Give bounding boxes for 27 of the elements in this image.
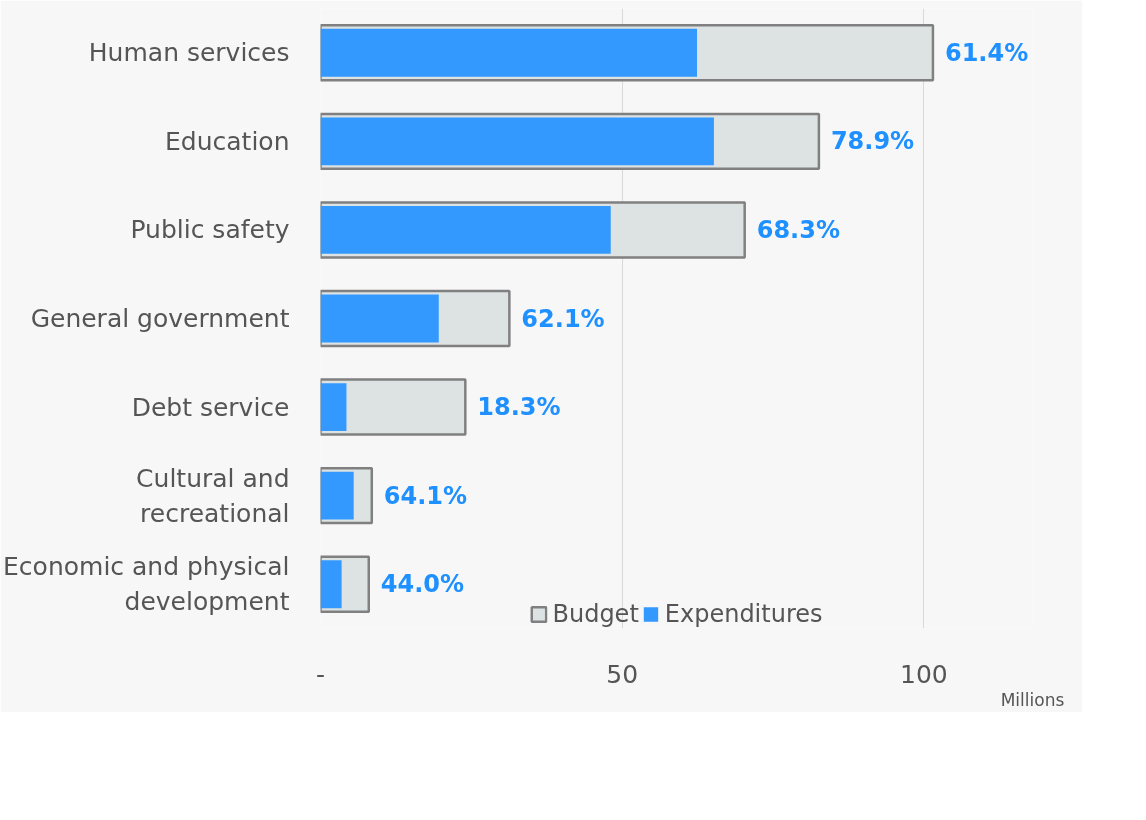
annotation: 78.9% — [830, 127, 915, 156]
y-tick-label: Public safety — [130, 215, 290, 245]
bar — [320, 206, 611, 254]
y-tick-label: Debt service — [131, 392, 290, 422]
text: Millions — [1000, 689, 1065, 710]
bar — [320, 560, 342, 609]
annotation: 68.3% — [756, 215, 840, 244]
legend-label: Budget — [552, 600, 639, 628]
bar — [320, 294, 439, 343]
y-tick-label: Economic and physical development — [3, 552, 290, 617]
y-tick-label: Education — [165, 126, 290, 156]
x-tick-label: - — [315, 659, 326, 689]
x-tick-label: 100 — [900, 659, 948, 689]
y-tick-label: Human services — [88, 38, 290, 68]
annotation: 62.1% — [521, 304, 605, 333]
annotation: 44.0% — [380, 570, 465, 599]
bar — [320, 28, 698, 77]
annotation: 61.4% — [944, 38, 1029, 67]
annotation: 64.1% — [383, 481, 468, 510]
annotation: 18.3% — [477, 393, 561, 422]
x-tick-label: 50 — [606, 659, 639, 689]
y-tick-label: General government — [30, 304, 290, 333]
bar — [320, 117, 714, 166]
bar — [320, 383, 347, 431]
legend-label: Expenditures — [664, 600, 823, 628]
y-tick-label: Cultural and recreational — [136, 463, 290, 528]
bar — [320, 471, 354, 520]
